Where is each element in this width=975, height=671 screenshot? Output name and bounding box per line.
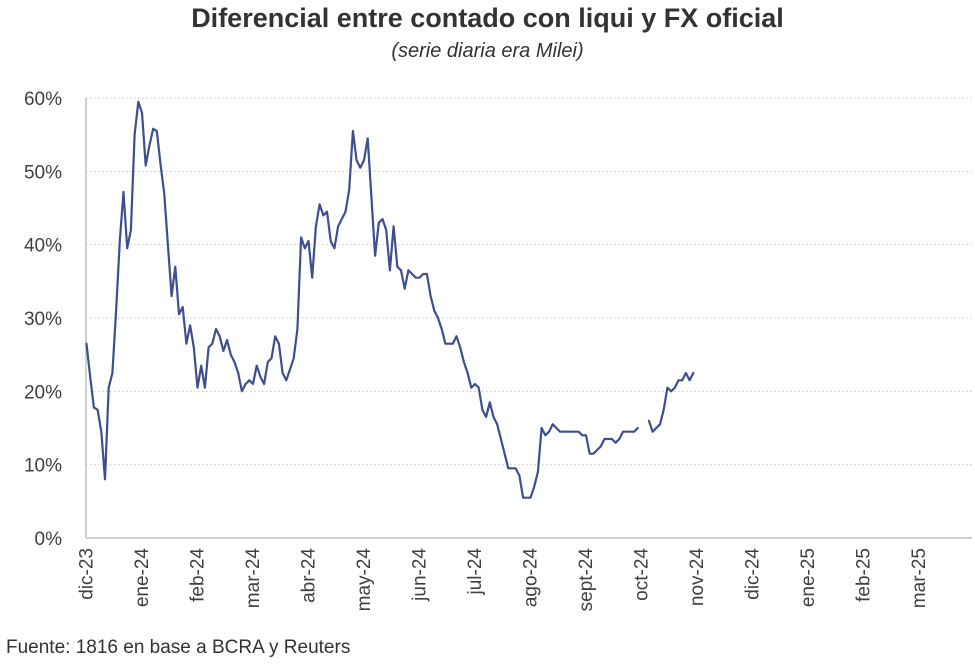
axes [85, 98, 972, 539]
x-tick-label: dic-24 [743, 548, 764, 600]
x-tick-label: may-24 [354, 548, 375, 612]
x-tick-label: sept-24 [576, 548, 597, 612]
x-tick-label: nov-24 [687, 548, 708, 607]
y-tick-label: 10% [24, 456, 62, 477]
x-tick-label: jul-24 [465, 548, 486, 596]
x-axis-tick-labels: dic-23 ene-24 feb-24 mar-24 abr-24 may-24 jun-… [77, 548, 931, 612]
y-tick-label: 30% [24, 309, 62, 330]
gridlines [86, 97, 972, 466]
chart-title: Diferencial entre contado con liqui y FX… [191, 3, 784, 33]
y-tick-label: 0% [35, 529, 63, 550]
chart-subtitle: (serie diaria era Milei) [391, 40, 584, 62]
x-tick-label: jun-24 [410, 548, 431, 602]
x-tick-label: mar-24 [243, 548, 264, 609]
x-tick-label: dic-23 [77, 548, 98, 600]
x-tick-label: abr-24 [299, 548, 320, 603]
y-axis-tick-labels: 0% 10% 20% 30% 40% 50% 60% [24, 89, 62, 550]
x-tick-label: oct-24 [632, 548, 653, 601]
x-tick-label: ene-25 [798, 548, 819, 607]
x-tick-label: feb-24 [188, 548, 209, 602]
x-tick-label: ago-24 [521, 548, 542, 608]
y-tick-label: 60% [24, 89, 62, 110]
x-tick-label: ene-24 [132, 548, 153, 608]
source-note: Fuente: 1816 en base a BCRA y Reuters [6, 637, 351, 658]
y-tick-label: 50% [24, 162, 62, 183]
series-layer [85, 100, 695, 499]
line-chart: 0% 10% 20% 30% 40% 50% 60% dic-23 ene-24 feb-24 m… [24, 89, 972, 612]
y-tick-label: 20% [24, 382, 62, 403]
y-tick-label: 40% [24, 236, 62, 257]
x-tick-label: feb-25 [854, 548, 875, 602]
x-tick-label: mar-25 [909, 548, 930, 608]
series-line [647, 371, 695, 433]
series-line [85, 100, 639, 499]
